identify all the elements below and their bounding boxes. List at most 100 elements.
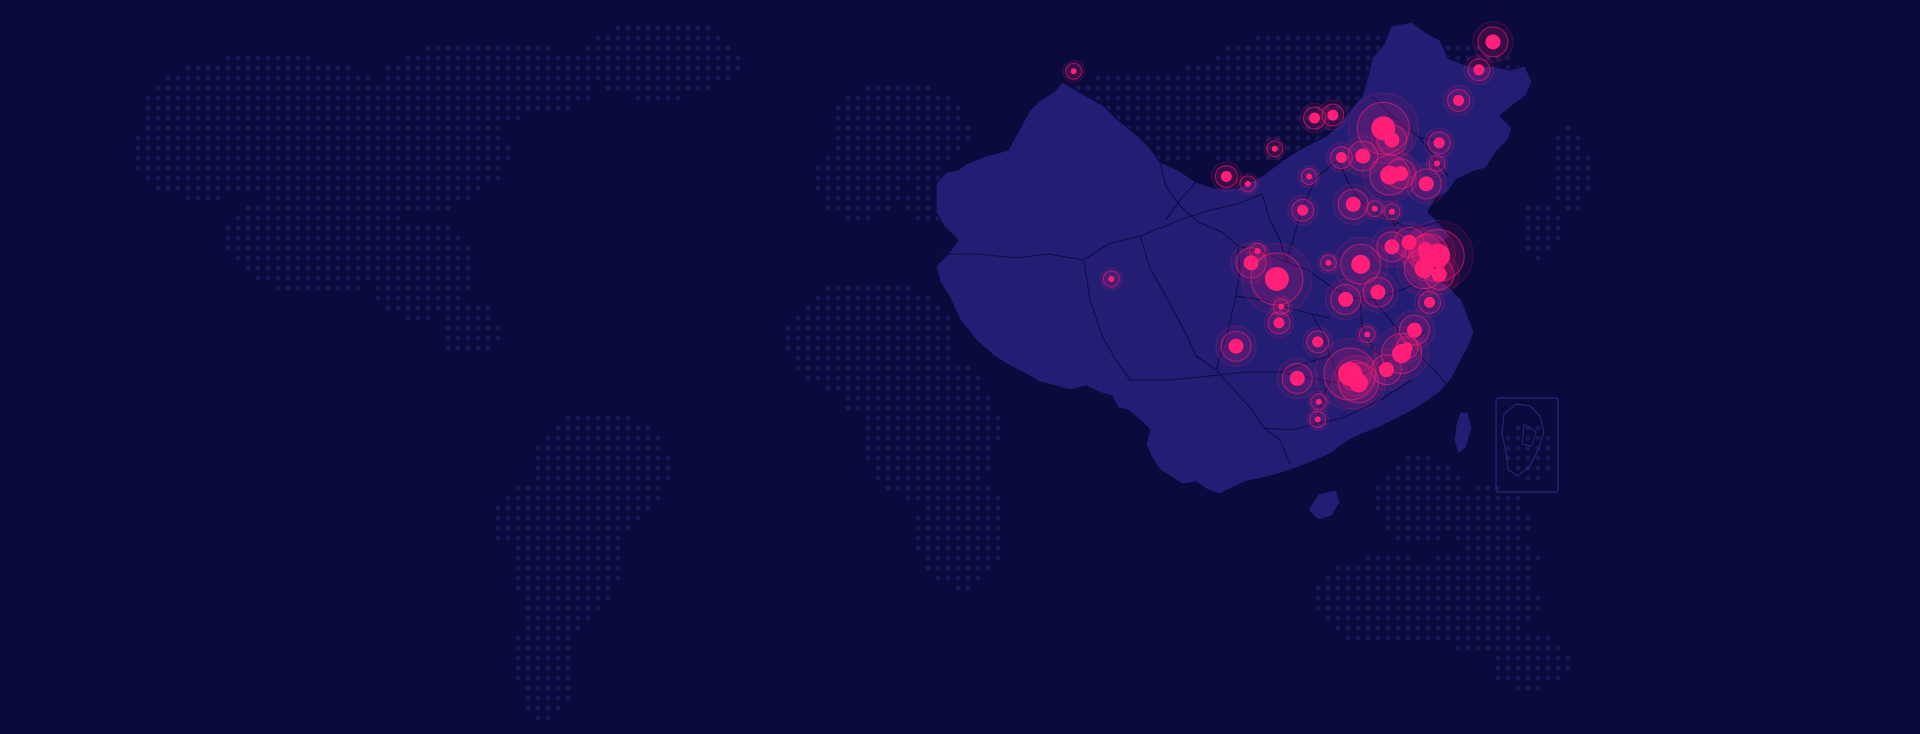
world-dot (945, 385, 951, 391)
city-marker-kunming (1215, 325, 1257, 367)
world-dot (395, 115, 401, 121)
world-dot (515, 555, 521, 561)
world-dot (865, 355, 871, 361)
world-dot (245, 255, 251, 261)
world-dot (1385, 505, 1391, 511)
world-dot (1435, 625, 1441, 631)
world-dot (405, 155, 411, 161)
world-dot (425, 255, 431, 261)
world-dot (985, 555, 991, 561)
world-dot (1355, 615, 1361, 621)
world-dot (595, 435, 601, 441)
world-dot (495, 65, 501, 71)
world-dot (405, 265, 411, 271)
world-dot (535, 445, 541, 451)
world-dot (295, 155, 301, 161)
world-dot (385, 105, 391, 111)
world-dot (1355, 575, 1361, 581)
world-dot (405, 185, 411, 191)
world-dot (915, 135, 921, 141)
world-dot (385, 185, 391, 191)
marker-core (1289, 370, 1305, 386)
world-dot (555, 625, 561, 631)
world-dot (345, 255, 351, 261)
world-dot (1145, 95, 1151, 101)
world-dot (1505, 555, 1511, 561)
world-dot (645, 55, 651, 61)
world-dot (1255, 145, 1261, 151)
world-dot (975, 485, 981, 491)
world-dot (1305, 55, 1311, 61)
world-dot (865, 295, 871, 301)
world-dot (205, 135, 211, 141)
world-dot (705, 25, 711, 31)
world-dot (865, 335, 871, 341)
world-dot (925, 205, 931, 211)
world-dot (905, 145, 911, 151)
world-dot (165, 165, 171, 171)
world-dot (475, 135, 481, 141)
world-dot (1505, 675, 1511, 681)
world-dot (215, 115, 221, 121)
world-dot (625, 445, 631, 451)
world-dot (585, 585, 591, 591)
world-dot (1305, 35, 1311, 41)
world-dot (1285, 65, 1291, 71)
world-dot (1445, 515, 1451, 521)
world-dot (875, 185, 881, 191)
world-dot (265, 215, 271, 221)
world-dot (1435, 505, 1441, 511)
world-dot (1355, 85, 1361, 91)
world-dot (855, 205, 861, 211)
world-dot (875, 415, 881, 421)
world-dot (565, 465, 571, 471)
world-dot (995, 505, 1001, 511)
world-dot (1485, 565, 1491, 571)
world-dot (205, 145, 211, 151)
world-dot (1555, 165, 1561, 171)
world-dot (245, 85, 251, 91)
world-dot (905, 125, 911, 131)
world-dot (845, 95, 851, 101)
world-dot (425, 185, 431, 191)
world-dot (225, 125, 231, 131)
world-dot (1395, 555, 1401, 561)
world-dot (385, 85, 391, 91)
world-dot (945, 105, 951, 111)
world-dot (195, 185, 201, 191)
world-dot (715, 35, 721, 41)
world-dot (915, 395, 921, 401)
world-dot (595, 575, 601, 581)
world-dot (1135, 105, 1141, 111)
world-dot (285, 155, 291, 161)
world-dot (195, 155, 201, 161)
world-dot (585, 425, 591, 431)
world-dot (565, 415, 571, 421)
world-dot (345, 205, 351, 211)
world-dot (1395, 535, 1401, 541)
world-dot (315, 135, 321, 141)
world-dot (545, 55, 551, 61)
world-dot (1395, 525, 1401, 531)
marker-core (1433, 137, 1445, 149)
world-dot (1345, 75, 1351, 81)
world-dot (1385, 585, 1391, 591)
world-dot (285, 215, 291, 221)
world-dot (425, 75, 431, 81)
world-dot (565, 455, 571, 461)
world-dot (525, 505, 531, 511)
world-dot (405, 205, 411, 211)
world-dot (445, 45, 451, 51)
world-dot (365, 235, 371, 241)
world-dot (215, 65, 221, 71)
world-dot (375, 245, 381, 251)
world-dot (875, 295, 881, 301)
world-dot (1075, 85, 1081, 91)
world-dot (625, 465, 631, 471)
world-dot (1255, 85, 1261, 91)
world-dot (225, 55, 231, 61)
world-dot (895, 455, 901, 461)
world-dot (655, 65, 661, 71)
world-dot (955, 145, 961, 151)
world-dot (405, 295, 411, 301)
